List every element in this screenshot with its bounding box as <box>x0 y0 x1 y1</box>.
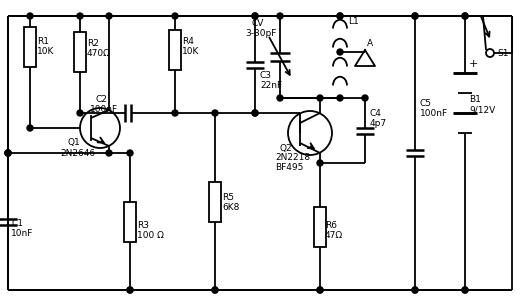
Circle shape <box>412 13 418 19</box>
Text: R1: R1 <box>37 36 49 46</box>
Text: 22nF: 22nF <box>260 81 282 91</box>
Circle shape <box>462 13 468 19</box>
Text: CV: CV <box>252 19 264 29</box>
Circle shape <box>172 13 178 19</box>
Text: 2N2646: 2N2646 <box>60 148 95 158</box>
Text: 9/12V: 9/12V <box>469 105 495 114</box>
Circle shape <box>252 110 258 116</box>
Bar <box>314 207 326 246</box>
Circle shape <box>5 150 11 156</box>
Circle shape <box>27 125 33 131</box>
Circle shape <box>106 13 112 19</box>
Text: R3: R3 <box>137 221 149 230</box>
Circle shape <box>277 13 283 19</box>
Circle shape <box>127 287 133 293</box>
Circle shape <box>462 287 468 293</box>
Bar <box>74 32 86 72</box>
Circle shape <box>77 13 83 19</box>
Text: Q1: Q1 <box>68 139 81 148</box>
Text: R6: R6 <box>325 221 337 230</box>
Circle shape <box>277 95 283 101</box>
Text: R5: R5 <box>222 193 234 203</box>
Text: Q2: Q2 <box>280 144 293 153</box>
Text: A: A <box>367 40 373 49</box>
Text: +: + <box>469 59 478 69</box>
Text: 100nF: 100nF <box>420 108 448 117</box>
Circle shape <box>77 110 83 116</box>
Bar <box>169 30 181 69</box>
Text: BF495: BF495 <box>275 164 303 173</box>
Circle shape <box>212 110 218 116</box>
Text: B1: B1 <box>469 94 481 103</box>
Circle shape <box>412 287 418 293</box>
Circle shape <box>412 13 418 19</box>
Text: L1: L1 <box>348 16 359 26</box>
Bar <box>24 27 36 67</box>
Circle shape <box>317 95 323 101</box>
Text: 47Ω: 47Ω <box>325 232 343 240</box>
Circle shape <box>106 150 112 156</box>
Circle shape <box>27 13 33 19</box>
Circle shape <box>212 287 218 293</box>
Text: C2: C2 <box>95 95 107 105</box>
Text: 470Ω: 470Ω <box>87 49 111 58</box>
Circle shape <box>5 150 11 156</box>
Bar <box>124 201 136 241</box>
Circle shape <box>362 95 368 101</box>
Text: R2: R2 <box>87 38 99 47</box>
Circle shape <box>337 13 343 19</box>
Text: 4p7: 4p7 <box>370 119 387 128</box>
Circle shape <box>127 287 133 293</box>
Circle shape <box>462 13 468 19</box>
Circle shape <box>127 150 133 156</box>
Circle shape <box>337 95 343 101</box>
Circle shape <box>317 160 323 166</box>
Circle shape <box>212 287 218 293</box>
Circle shape <box>412 287 418 293</box>
Text: 3-30pF: 3-30pF <box>245 30 276 38</box>
Circle shape <box>462 287 468 293</box>
Text: 2N2218: 2N2218 <box>275 153 310 162</box>
Text: 10K: 10K <box>37 46 55 55</box>
Text: 6K8: 6K8 <box>222 204 239 212</box>
Circle shape <box>252 13 258 19</box>
Text: 10nF: 10nF <box>11 229 33 238</box>
Circle shape <box>252 110 258 116</box>
Circle shape <box>317 287 323 293</box>
Text: C5: C5 <box>420 99 432 108</box>
Text: C3: C3 <box>260 72 272 80</box>
Text: S1: S1 <box>497 49 509 58</box>
Bar <box>209 181 221 221</box>
Text: 100nF: 100nF <box>90 105 118 114</box>
Circle shape <box>172 110 178 116</box>
Text: C4: C4 <box>370 108 382 117</box>
Circle shape <box>252 13 258 19</box>
Circle shape <box>5 150 11 156</box>
Text: 10K: 10K <box>182 47 199 57</box>
Text: C1: C1 <box>11 218 23 227</box>
Text: 100 Ω: 100 Ω <box>137 232 164 240</box>
Text: R4: R4 <box>182 38 194 46</box>
Circle shape <box>317 287 323 293</box>
Circle shape <box>337 49 343 55</box>
Circle shape <box>337 13 343 19</box>
